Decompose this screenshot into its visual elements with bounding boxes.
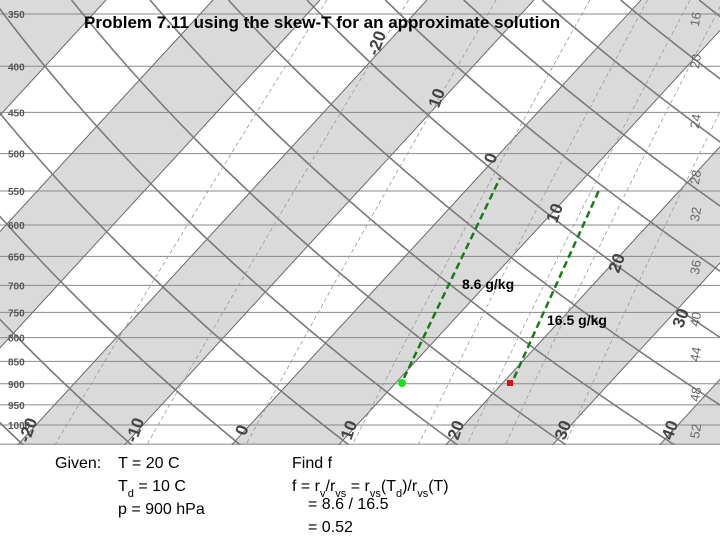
temperature-mixing-line xyxy=(512,187,602,379)
pressure-label: 350 xyxy=(8,10,25,21)
mixing-ratio-label: 28 xyxy=(687,169,704,186)
dry-adiabat xyxy=(0,215,241,445)
annotation: 16.5 g/kg xyxy=(547,312,607,328)
dry-adiabat xyxy=(227,0,720,406)
isotherm xyxy=(338,29,720,445)
dry-adiabat xyxy=(620,0,720,80)
text-line: f = rv/rvs = rvs(Td)/rvs(T) xyxy=(292,478,449,500)
annotation: 8.6 g/kg xyxy=(462,276,514,292)
isotherm xyxy=(0,0,107,116)
pressure-label: 750 xyxy=(8,308,25,319)
text-segment: p = 900 hPa xyxy=(118,501,205,518)
mixing-ratio-label: 16 xyxy=(687,11,704,28)
text-line: p = 900 hPa xyxy=(118,501,205,518)
dry-adiabat xyxy=(70,0,567,445)
mixing-ratio-line xyxy=(466,0,691,445)
text-segment: vs xyxy=(417,488,429,500)
pressure-label: 850 xyxy=(8,357,25,368)
dry-adiabat xyxy=(149,0,676,445)
pressure-label: 650 xyxy=(8,252,25,263)
dry-adiabat xyxy=(306,0,720,339)
mixing-ratio-label: 40 xyxy=(687,311,704,328)
pressure-label: 1000 xyxy=(8,421,31,432)
title: Problem 7.11 using the skew-T for an app… xyxy=(84,13,560,32)
pressure-label: 950 xyxy=(8,401,25,412)
skew-t-diagram xyxy=(0,0,720,445)
dry-adiabat xyxy=(0,7,459,445)
text-line: Td = 10 C xyxy=(118,478,186,500)
isotherm xyxy=(231,0,642,445)
mixing-ratio-label: 48 xyxy=(687,386,704,403)
mixing-ratio-line xyxy=(417,0,648,445)
text-line: = 0.52 xyxy=(308,519,353,536)
text-segment: = 0.52 xyxy=(308,519,353,536)
text-segment: vs xyxy=(370,488,382,500)
mixing-ratio-line xyxy=(504,6,720,445)
isotherm xyxy=(0,0,214,233)
given-label: Given: xyxy=(55,455,101,472)
mixing-ratio-line xyxy=(564,110,720,445)
find-label: Find f xyxy=(292,455,333,472)
mixing-ratio-line xyxy=(54,0,328,445)
text-segment: d xyxy=(128,488,134,500)
text-segment: T xyxy=(118,478,128,495)
text-segment: (T) xyxy=(428,478,448,495)
pressure-label: 500 xyxy=(8,150,25,161)
dry-adiabat xyxy=(384,0,720,273)
text-segment: v xyxy=(320,488,326,500)
isotherm xyxy=(0,0,321,349)
text-segment: (T xyxy=(381,478,396,495)
temperature-band xyxy=(231,0,720,445)
text-segment: )/r xyxy=(402,478,418,495)
mixing-ratio-label: 44 xyxy=(687,346,704,363)
mixing-ratio-label: 52 xyxy=(687,423,704,440)
text-segment: f = r xyxy=(292,478,321,495)
dewpoint-point xyxy=(398,379,406,387)
isotherm xyxy=(17,0,428,445)
text-segment: d xyxy=(396,488,402,500)
pressure-label: 700 xyxy=(8,281,25,292)
text-segment: T = 20 C xyxy=(118,455,180,472)
dry-adiabat xyxy=(541,0,720,143)
pressure-label: 550 xyxy=(8,187,25,198)
mixing-ratio-label: 32 xyxy=(687,206,704,223)
pressure-label: 400 xyxy=(8,62,25,73)
mixing-ratio-label: 24 xyxy=(687,113,704,130)
text-segment: = r xyxy=(346,478,370,495)
mixing-ratio-line xyxy=(245,0,497,445)
isotherm xyxy=(552,262,720,445)
text-segment: /r xyxy=(326,478,336,495)
mixing-ratio-label: 36 xyxy=(687,259,704,276)
text-line: = 8.6 / 16.5 xyxy=(308,496,389,513)
pressure-label: 800 xyxy=(8,334,25,345)
dry-adiabat xyxy=(0,112,350,445)
mixing-ratio-line xyxy=(146,0,409,445)
mixing-ratio-line xyxy=(351,0,591,445)
text-line: T = 20 C xyxy=(118,455,180,472)
dewpoint-mixing-line xyxy=(402,177,502,379)
pressure-label: 900 xyxy=(8,380,25,391)
temperature-point xyxy=(507,380,513,386)
text-segment: vs xyxy=(335,488,347,500)
pressure-label: 450 xyxy=(8,108,25,119)
dry-adiabat xyxy=(0,318,133,445)
mixing-ratio-label: 20 xyxy=(687,53,704,70)
text-segment: = 10 C xyxy=(134,478,186,495)
pressure-label: 600 xyxy=(8,221,25,232)
text-segment: = 8.6 / 16.5 xyxy=(308,496,389,513)
